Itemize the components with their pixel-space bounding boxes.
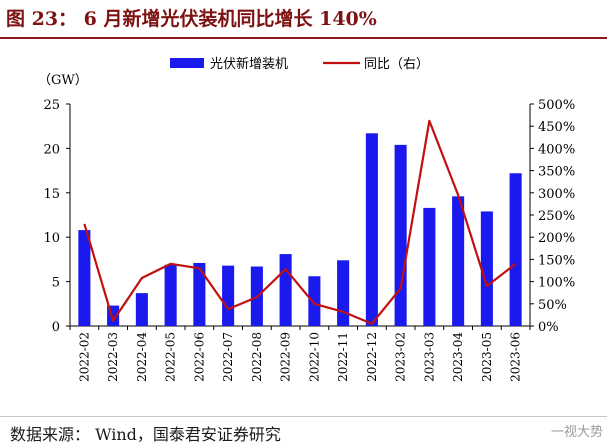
- x-tick-label: 2023-05: [480, 332, 494, 382]
- x-tick-label: 2022-05: [164, 332, 178, 382]
- legend-bar-label: 光伏新增装机: [210, 56, 288, 72]
- right-tick-label: 450%: [538, 120, 575, 135]
- watermark: 一视大势: [550, 425, 603, 440]
- right-tick-label: 150%: [538, 253, 575, 268]
- bar: [78, 230, 91, 326]
- left-tick-label: 10: [43, 231, 60, 246]
- right-tick-label: 350%: [538, 165, 575, 180]
- legend-bar-swatch: [170, 58, 204, 68]
- x-tick-label: 2023-04: [451, 332, 465, 382]
- x-tick-label: 2022-08: [250, 332, 264, 382]
- bar: [394, 144, 407, 326]
- right-tick-label: 500%: [538, 98, 575, 113]
- x-tick-label: 2022-03: [106, 332, 120, 382]
- x-tick-label: 2022-09: [279, 332, 293, 382]
- x-tick-label: 2022-04: [135, 332, 149, 382]
- source-divider: [0, 416, 607, 417]
- left-tick-label: 0: [52, 320, 60, 335]
- left-tick-label: 20: [43, 142, 60, 157]
- left-tick-label: 15: [43, 187, 60, 202]
- left-tick-label: 25: [43, 98, 60, 113]
- title-bar: 图 23： 6 月新增光伏装机同比增长 140%: [0, 0, 607, 39]
- x-tick-label: 2022-12: [365, 332, 379, 382]
- bar: [135, 293, 148, 326]
- bar: [193, 262, 206, 326]
- right-tick-label: 400%: [538, 142, 575, 157]
- chart: 0 5 10 15 20 25 （GW） 0% 50% 100% 150% 200% 250% 300% 3…: [38, 56, 575, 382]
- x-tick-label: 2022-10: [307, 332, 321, 382]
- right-tick-label: 50%: [538, 298, 567, 313]
- bar: [480, 211, 493, 326]
- bar: [222, 265, 235, 326]
- right-tick-label: 300%: [538, 187, 575, 202]
- x-tick-label: 2022-02: [77, 332, 91, 382]
- x-tick-label: 2023-03: [422, 332, 436, 382]
- bar: [337, 260, 350, 326]
- bar: [365, 133, 378, 326]
- legend-line-label: 同比（右）: [364, 57, 429, 72]
- left-axis-unit: （GW）: [38, 73, 88, 88]
- bar: [509, 173, 522, 326]
- x-tick-label: 2022-06: [192, 332, 206, 382]
- x-tick-label: 2023-02: [394, 332, 408, 382]
- right-tick-label: 0%: [538, 320, 559, 335]
- right-tick-label: 250%: [538, 209, 575, 224]
- yoy-line: [83, 119, 517, 325]
- bar: [423, 207, 436, 326]
- bar: [279, 254, 292, 326]
- bar: [164, 264, 177, 326]
- bar: [308, 276, 321, 326]
- right-tick-label: 200%: [538, 231, 575, 246]
- source-note: 数据来源： Wind，国泰君安证券研究: [10, 425, 281, 444]
- x-tick-label: 2023-06: [509, 332, 523, 382]
- figure-title: 图 23： 6 月新增光伏装机同比增长 140%: [6, 8, 377, 30]
- bar: [452, 196, 465, 326]
- x-tick-label: 2022-07: [221, 332, 235, 382]
- x-tick-label: 2022-11: [336, 332, 350, 382]
- right-tick-label: 100%: [538, 276, 575, 291]
- left-tick-label: 5: [52, 276, 60, 291]
